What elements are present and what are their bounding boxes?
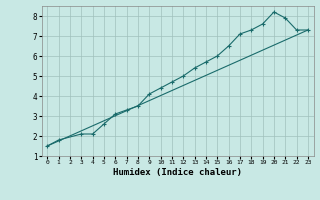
X-axis label: Humidex (Indice chaleur): Humidex (Indice chaleur)	[113, 168, 242, 177]
